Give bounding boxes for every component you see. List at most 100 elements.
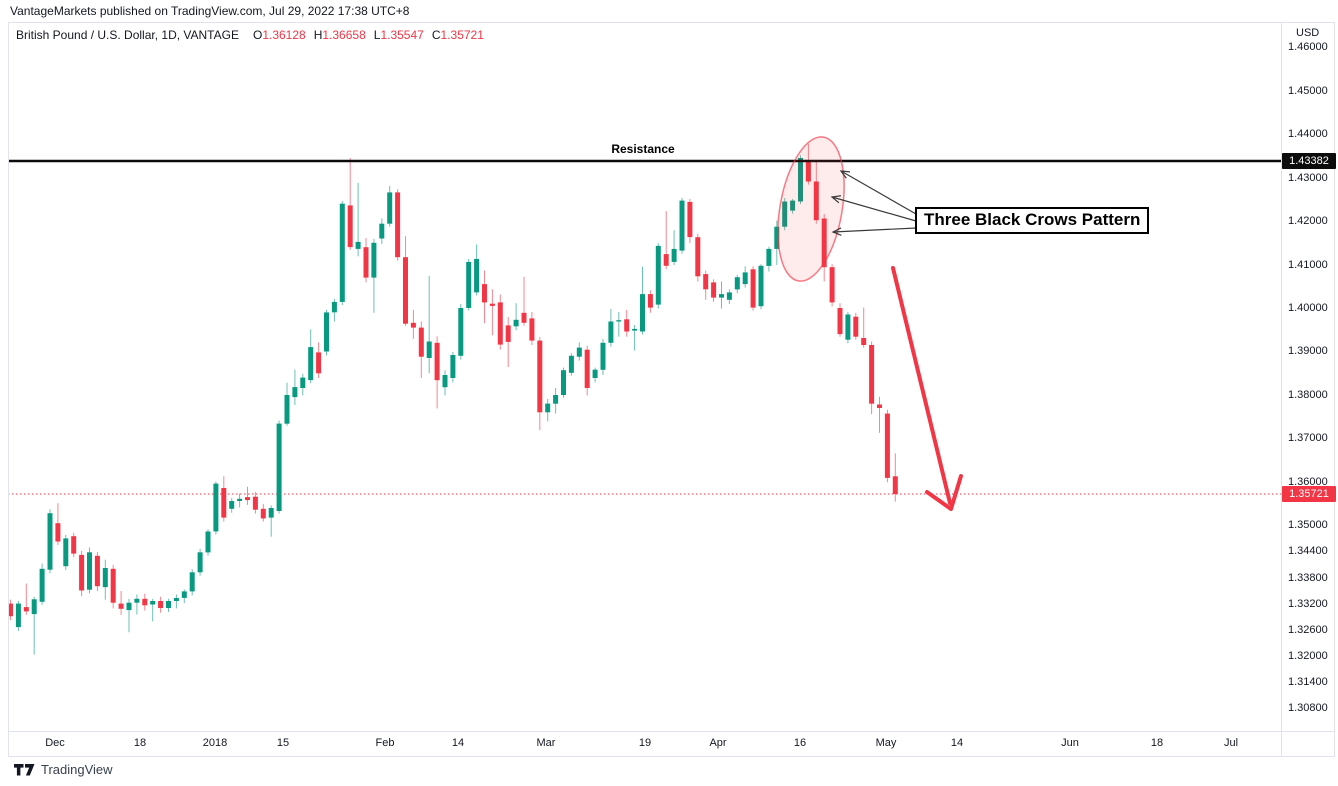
candle-up — [276, 420, 282, 514]
candle-up — [189, 569, 195, 596]
candle-up — [774, 220, 780, 265]
candle-up — [150, 598, 156, 622]
pattern-pointer-arrow — [831, 196, 917, 222]
candle-up — [300, 373, 306, 396]
candle-up — [553, 388, 559, 414]
price-tick-label: 1.39000 — [1288, 345, 1328, 358]
time-tick-label: 16 — [793, 737, 807, 749]
candle-down — [687, 198, 693, 244]
time-tick-label: Dec — [45, 737, 65, 749]
candle-up — [213, 481, 219, 535]
candle-down — [316, 342, 322, 378]
pattern-pointer-arrowhead — [839, 170, 851, 179]
price-tick-label: 1.32600 — [1288, 623, 1328, 636]
time-axis-separator — [9, 731, 1335, 732]
candle-up — [229, 498, 235, 513]
price-tick-label: 1.36000 — [1288, 475, 1328, 488]
price-tick-label: 1.38000 — [1288, 388, 1328, 401]
candle-down — [537, 337, 543, 431]
candle-down — [395, 189, 401, 261]
candle-up — [166, 598, 171, 612]
candle-up — [742, 266, 748, 288]
candle-down — [8, 599, 13, 621]
publish-header: VantageMarkets published on TradingView.… — [10, 4, 409, 18]
time-tick-label: Apr — [709, 737, 727, 749]
candle-down — [647, 290, 653, 313]
price-tick-label: 1.44000 — [1288, 128, 1328, 141]
candle-down — [482, 270, 487, 324]
candle-up — [339, 201, 345, 305]
candle-down — [663, 211, 669, 270]
price-tick-label: 1.31400 — [1288, 675, 1328, 688]
candle-up — [379, 218, 385, 245]
price-tick-label: 1.46000 — [1288, 41, 1328, 54]
time-tick-label: Mar — [536, 737, 556, 749]
time-tick-label: 2018 — [202, 737, 228, 749]
tradingview-logo-text: TradingView — [41, 762, 113, 777]
candle-down — [821, 214, 827, 282]
candle-down — [260, 504, 266, 522]
candle-down — [711, 279, 717, 302]
price-tick-label: 1.35000 — [1288, 519, 1328, 532]
candle-down — [403, 236, 408, 326]
candle-down — [884, 409, 890, 483]
candle-down — [55, 503, 61, 545]
pattern-pointer-arrowhead — [831, 227, 842, 236]
candle-up — [442, 370, 448, 396]
time-tick-label: 14 — [950, 737, 964, 749]
candle-up — [790, 198, 796, 214]
candle-down — [158, 596, 164, 613]
price-tick-label: 1.37000 — [1288, 432, 1328, 445]
candle-down — [584, 345, 590, 396]
time-tick-label: May — [875, 737, 897, 749]
price-tick-label: 1.33200 — [1288, 597, 1328, 610]
candle-down — [363, 238, 369, 283]
ohlc-low-value: 1.35547 — [380, 28, 424, 42]
candle-up — [513, 303, 519, 331]
candle-down — [837, 303, 843, 337]
candle-up — [632, 325, 638, 351]
symbol-legend: British Pound / U.S. Dollar, 1D, VANTAGE… — [16, 28, 484, 42]
candle-up — [600, 338, 606, 375]
candle-down — [892, 453, 898, 502]
candle-up — [355, 182, 361, 257]
candle-up — [640, 266, 645, 335]
candle-up — [102, 559, 108, 600]
candle-down — [418, 321, 424, 378]
candle-up — [237, 493, 243, 508]
candle-down — [703, 270, 709, 300]
price-tick-label: 1.30800 — [1288, 701, 1328, 714]
candle-up — [561, 367, 566, 398]
candle-up — [308, 329, 314, 384]
time-tick-label: Feb — [375, 737, 395, 749]
tradingview-footer[interactable]: TradingView — [14, 762, 113, 777]
ohlc-open-label: O — [252, 28, 263, 42]
price-tick-label: 1.45000 — [1288, 84, 1328, 97]
candle-up — [450, 351, 456, 383]
candle-down — [410, 309, 416, 339]
downtrend-arrow-shaft[interactable] — [891, 266, 952, 505]
pattern-label-box[interactable]: Three Black Crows Pattern — [915, 207, 1150, 234]
candle-up — [758, 264, 764, 310]
ohlc-low-label: L — [373, 28, 381, 42]
candle-up — [608, 308, 614, 347]
candle-up — [616, 311, 622, 337]
ohlc-close-value: 1.35721 — [440, 28, 484, 42]
candle-down — [245, 486, 250, 505]
candle-down — [110, 564, 116, 609]
candle-up — [173, 594, 179, 609]
candle-down — [813, 159, 819, 224]
candle-down — [624, 309, 630, 337]
price-tick-label: 1.32000 — [1288, 649, 1328, 662]
candle-up — [126, 598, 132, 633]
candle-up — [47, 509, 53, 574]
pattern-ellipse-highlight[interactable] — [768, 132, 854, 287]
candle-down — [877, 396, 882, 433]
candle-down — [869, 341, 875, 415]
candle-up — [734, 275, 740, 294]
candle-up — [719, 281, 724, 309]
candle-down — [853, 312, 859, 340]
candle-down — [829, 264, 835, 307]
